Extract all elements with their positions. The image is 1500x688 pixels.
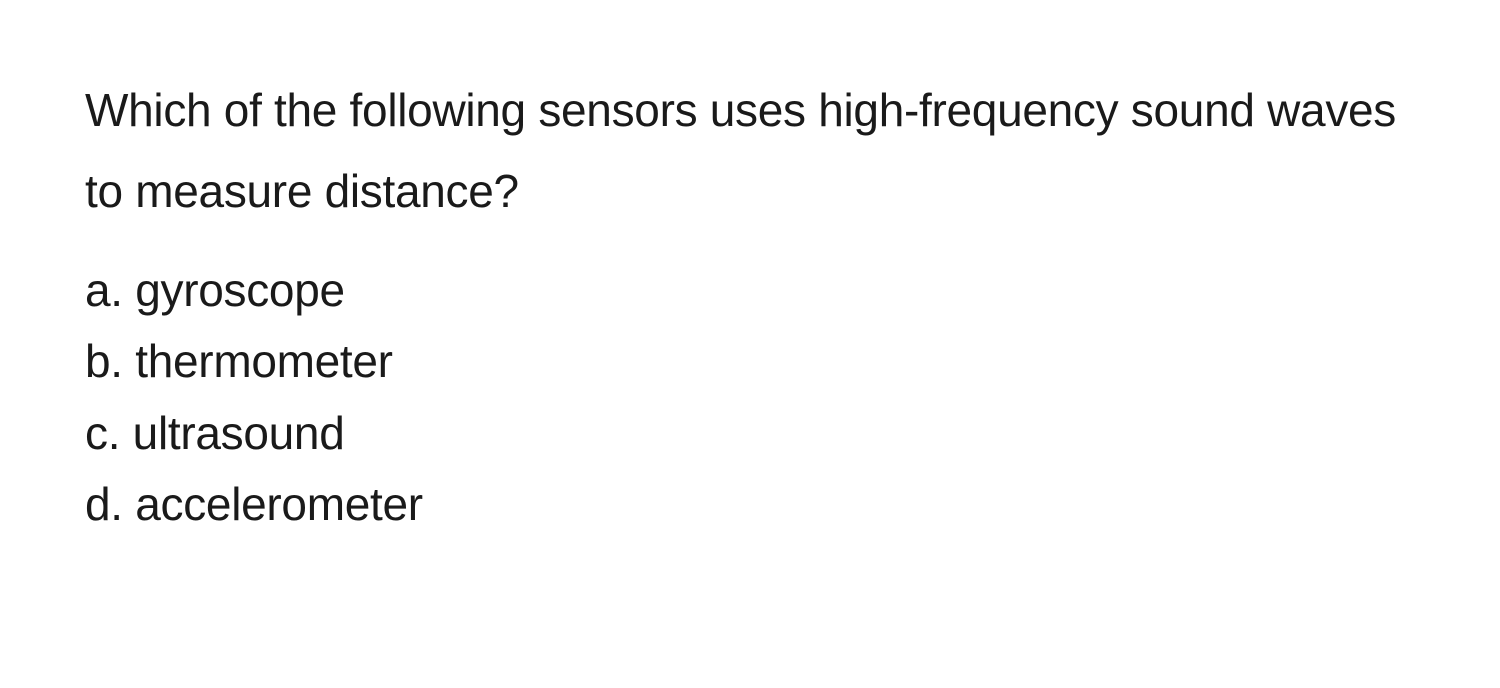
option-letter: c. bbox=[85, 407, 120, 459]
option-letter: d. bbox=[85, 478, 123, 530]
option-value: gyroscope bbox=[135, 264, 345, 316]
option-value: accelerometer bbox=[135, 478, 423, 530]
option-value: ultrasound bbox=[133, 407, 345, 459]
option-letter: a. bbox=[85, 264, 123, 316]
option-c: c. ultrasound bbox=[85, 398, 1415, 469]
option-value: thermometer bbox=[135, 335, 392, 387]
option-a: a. gyroscope bbox=[85, 255, 1415, 326]
option-b: b. thermometer bbox=[85, 326, 1415, 397]
option-letter: b. bbox=[85, 335, 123, 387]
option-d: d. accelerometer bbox=[85, 469, 1415, 540]
question-text: Which of the following sensors uses high… bbox=[85, 70, 1415, 231]
options-list: a. gyroscope b. thermometer c. ultrasoun… bbox=[85, 255, 1415, 540]
